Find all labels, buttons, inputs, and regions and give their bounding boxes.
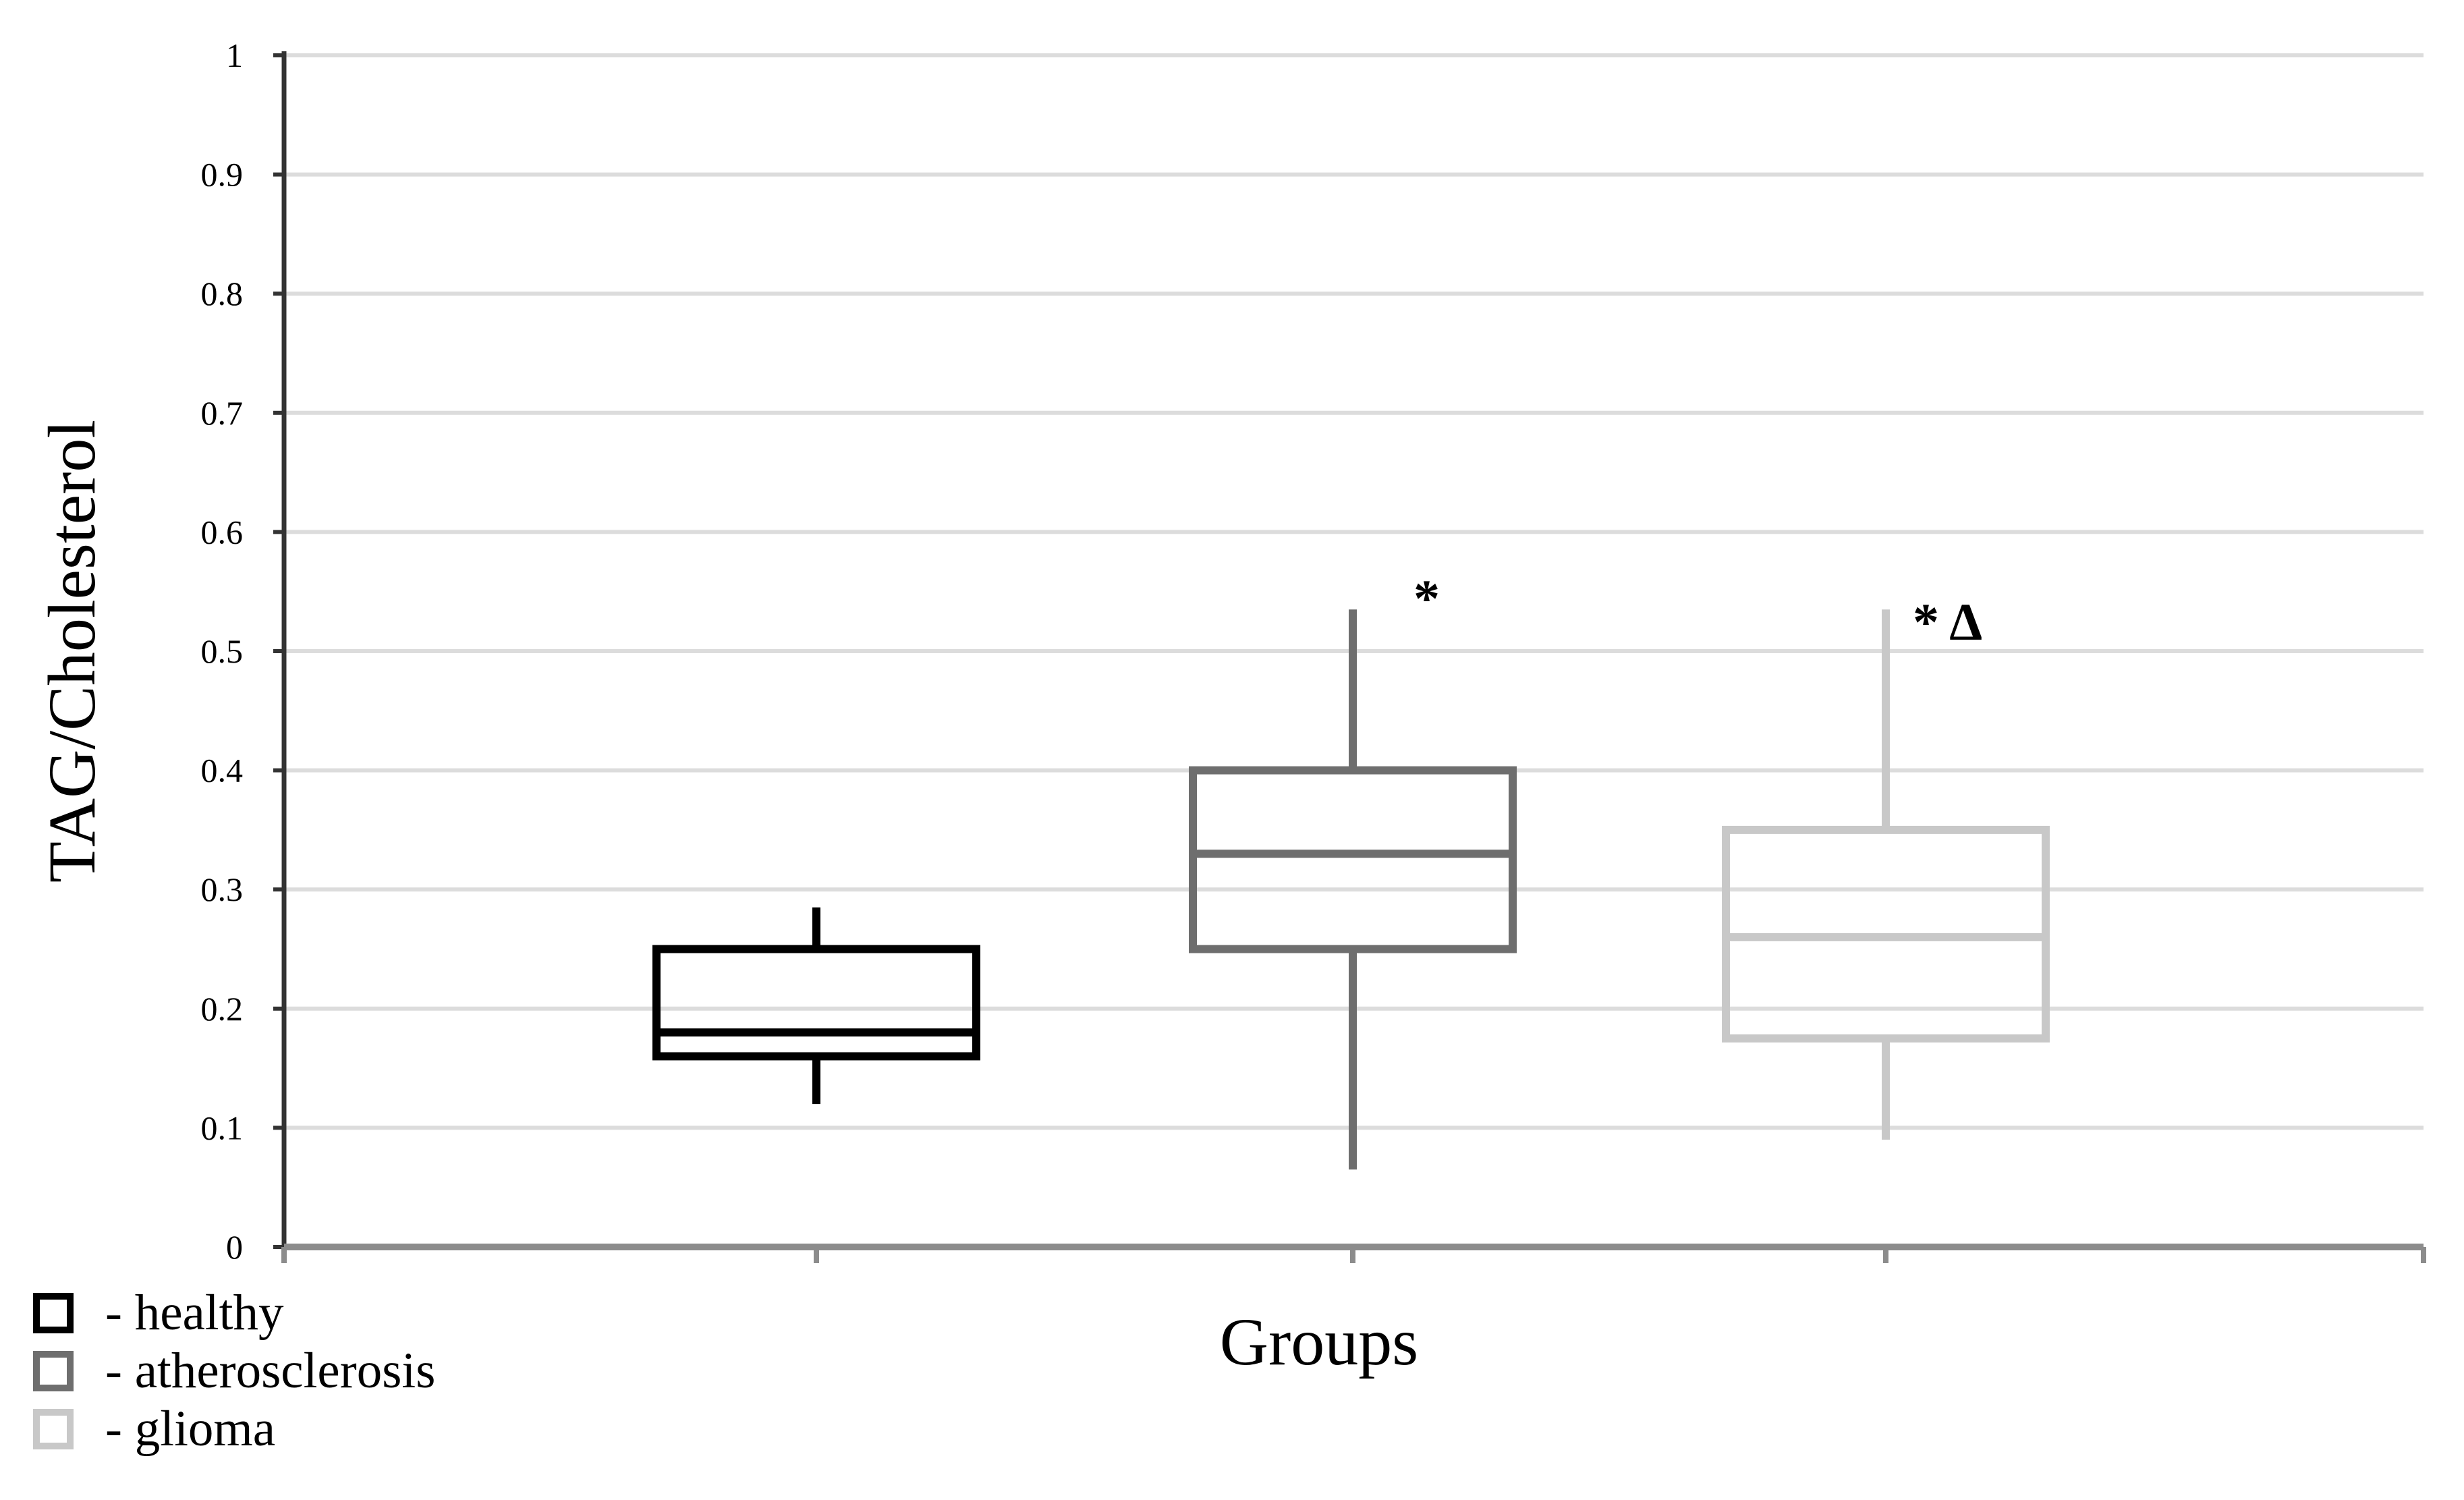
boxes [652, 609, 2050, 1170]
legend-item: - glioma [33, 1401, 275, 1457]
legend-item: - healthy [33, 1285, 284, 1341]
x-axis-label: Groups [1220, 1304, 1418, 1379]
axis-labels: 0 0.1 0.2 0.3 0.4 0.5 0.6 0.7 0.8 0.9 1 * * Δ TAG/Cho… [34, 36, 1982, 1379]
y-tick-label: 0.6 [201, 513, 244, 551]
y-tick-label: 0.3 [201, 870, 244, 908]
y-tick-label: 0.2 [201, 990, 244, 1028]
y-tick-label: 0.7 [201, 394, 244, 432]
box-glioma [1722, 609, 2050, 1140]
y-tick-label: 0.4 [201, 752, 244, 789]
box-healthy [652, 907, 980, 1105]
box-atherosclerosis [1189, 609, 1517, 1170]
y-tick-label: 0.8 [201, 275, 244, 312]
y-tick-label: 1 [226, 36, 243, 74]
y-tick-label: 0.9 [201, 156, 244, 194]
annotation-atherosclerosis: * [1413, 569, 1440, 628]
y-tick-label: 0.5 [201, 632, 244, 670]
y-axis-label: TAG/Cholesterol [34, 420, 109, 883]
annotation-glioma: * Δ [1913, 592, 1982, 651]
legend-swatch [33, 1409, 74, 1449]
legend: - healthy- atherosclerosis- glioma [33, 1285, 435, 1457]
axes [273, 51, 2426, 1263]
legend-item: - atherosclerosis [33, 1343, 435, 1399]
legend-label: - healthy [105, 1285, 284, 1341]
y-tick-label: 0.1 [201, 1109, 244, 1146]
legend-label: - atherosclerosis [105, 1343, 435, 1399]
legend-swatch [33, 1351, 74, 1391]
box-iqr [1189, 766, 1517, 953]
legend-swatch [33, 1293, 74, 1333]
box-iqr [652, 945, 980, 1061]
y-tick-label: 0 [226, 1228, 243, 1266]
legend-label: - glioma [105, 1401, 275, 1457]
